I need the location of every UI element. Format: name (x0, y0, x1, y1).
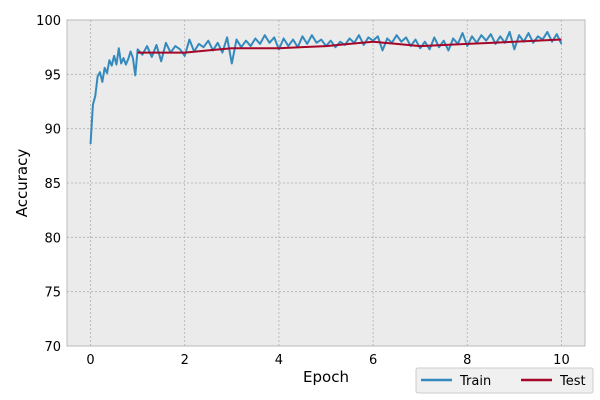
y-tick-label: 90 (44, 123, 61, 138)
x-tick-label: 10 (553, 353, 570, 368)
plot-area (66, 19, 586, 347)
y-tick-label: 75 (44, 286, 61, 301)
y-axis-title: Accuracy (13, 149, 31, 218)
legend-box (415, 367, 594, 394)
legend: Train Test (415, 367, 594, 394)
series-line-train (89, 30, 563, 144)
y-tick-label: 95 (44, 68, 61, 83)
x-tick-label: 0 (86, 353, 94, 368)
y-tick-label: 100 (36, 14, 61, 29)
y-tick-label: 70 (44, 340, 61, 355)
x-axis-title: Epoch (303, 368, 349, 386)
y-tick-label: 85 (44, 177, 61, 192)
series-line-test (137, 38, 562, 54)
legend-train-label: Train (459, 374, 491, 389)
x-tick-label: 4 (275, 353, 283, 368)
legend-test-label: Test (559, 374, 586, 389)
x-tick-label: 8 (463, 353, 471, 368)
x-tick-label: 2 (181, 353, 189, 368)
x-tick-label: 6 (369, 353, 377, 368)
y-tick-label: 80 (44, 231, 61, 246)
